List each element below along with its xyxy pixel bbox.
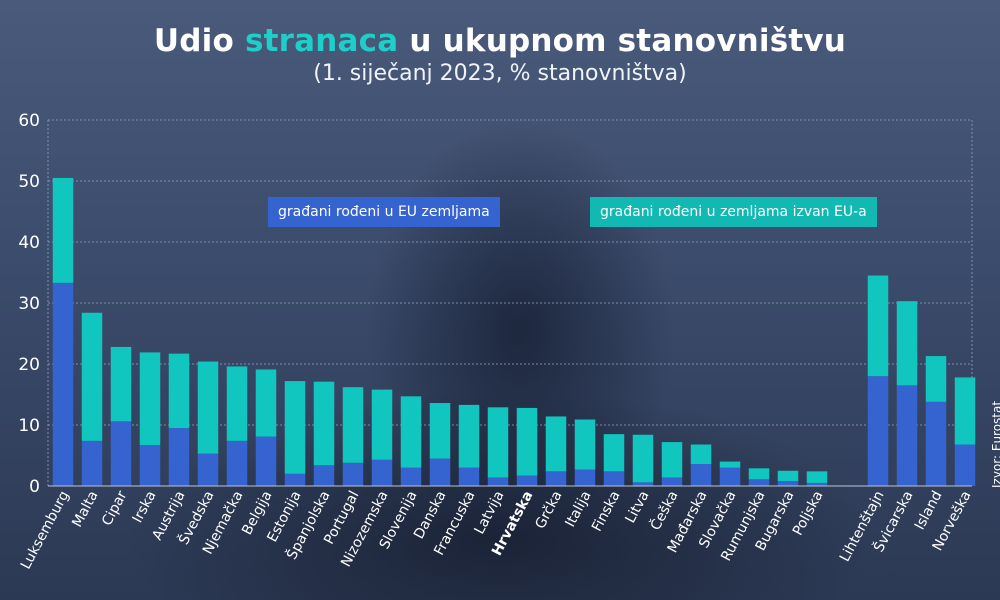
category-label-0: Luksemburg (18, 488, 73, 572)
bar-non-eu-0 (52, 177, 74, 283)
bar-non-eu-12 (400, 396, 422, 468)
y-tick-label-20: 20 (18, 355, 40, 375)
bar-eu-19 (603, 471, 625, 486)
bar-non-eu-14 (458, 404, 480, 468)
category-label-17: Grčka (532, 488, 565, 531)
bar-non-eu-8 (284, 381, 306, 474)
bar-eu-16 (516, 475, 538, 486)
y-tick-label-10: 10 (18, 416, 40, 436)
bar-non-eu-30 (954, 377, 976, 445)
bar-non-eu-7 (255, 369, 277, 437)
bar-eu-15 (487, 477, 509, 486)
bar-non-eu-11 (371, 389, 393, 460)
bar-non-eu-29 (925, 356, 947, 402)
bar-non-eu-23 (719, 461, 741, 468)
category-label-2: Cipar (99, 488, 131, 528)
bar-non-eu-2 (110, 346, 132, 422)
bar-eu-28 (896, 385, 918, 486)
bar-eu-0 (52, 282, 74, 486)
bar-eu-22 (690, 464, 712, 486)
bar-non-eu-26 (806, 471, 828, 483)
bar-non-eu-3 (139, 352, 161, 446)
bar-non-eu-25 (777, 470, 799, 482)
bar-non-eu-10 (342, 387, 364, 463)
y-tick-label-0: 0 (29, 477, 40, 497)
chart-title: Udio stranaca u ukupnom stanovništvu (0, 22, 1000, 60)
bar-non-eu-6 (226, 366, 248, 441)
bar-eu-2 (110, 421, 132, 486)
bar-non-eu-1 (81, 312, 103, 441)
bar-eu-24 (748, 479, 770, 486)
bar-non-eu-17 (545, 416, 567, 472)
bar-eu-7 (255, 436, 277, 486)
bar-eu-12 (400, 467, 422, 486)
bar-non-eu-18 (574, 419, 596, 470)
bar-eu-21 (661, 477, 683, 486)
y-tick-label-60: 60 (18, 111, 40, 131)
category-label-20: Litva (622, 488, 652, 526)
y-tick-label-50: 50 (18, 172, 40, 192)
bar-eu-30 (954, 444, 976, 486)
bar-non-eu-21 (661, 442, 683, 478)
bar-non-eu-5 (197, 361, 219, 454)
legend-eu-born: građani rođeni u EU zemljama (268, 197, 500, 227)
bar-eu-1 (81, 440, 103, 486)
bar-eu-14 (458, 467, 480, 486)
source-note: Izvor: Eurostat (990, 400, 1000, 488)
chart-subtitle: (1. siječanj 2023, % stanovništva) (313, 61, 687, 86)
bar-non-eu-16 (516, 407, 538, 476)
bar-eu-3 (139, 445, 161, 486)
bar-eu-13 (429, 458, 451, 486)
chart-title-accent: stranaca (245, 23, 399, 59)
bar-non-eu-9 (313, 381, 335, 466)
bar-non-eu-24 (748, 468, 770, 480)
bar-eu-18 (574, 469, 596, 486)
bar-non-eu-28 (896, 301, 918, 386)
bar-non-eu-4 (168, 353, 190, 429)
bar-non-eu-19 (603, 434, 625, 472)
bar-eu-9 (313, 465, 335, 486)
bar-eu-20 (632, 482, 654, 486)
bar-eu-25 (777, 481, 799, 486)
bar-eu-27 (867, 376, 889, 486)
bar-eu-17 (545, 471, 567, 486)
bar-eu-6 (226, 440, 248, 486)
title-block: Udio stranaca u ukupnom stanovništvu (1.… (0, 22, 1000, 88)
bar-eu-23 (719, 467, 741, 486)
y-tick-label-30: 30 (18, 294, 40, 314)
bar-eu-29 (925, 401, 947, 486)
bar-eu-26 (806, 482, 828, 486)
legend-non-eu-born: građani rođeni u zemljama izvan EU-a (590, 197, 877, 227)
bar-non-eu-27 (867, 275, 889, 377)
chart-title-part1: Udio (153, 23, 246, 59)
category-label-3: Irska (130, 488, 160, 525)
category-label-1: Malta (69, 488, 101, 530)
bar-eu-11 (371, 459, 393, 486)
chart-title-part2: u ukupnom stanovništvu (398, 23, 847, 59)
bar-eu-8 (284, 473, 306, 486)
category-label-19: Finska (589, 488, 624, 534)
y-tick-label-40: 40 (18, 233, 40, 253)
bar-eu-5 (197, 453, 219, 486)
bar-eu-10 (342, 462, 364, 486)
bar-non-eu-15 (487, 407, 509, 478)
bar-eu-4 (168, 428, 190, 486)
bar-non-eu-22 (690, 444, 712, 465)
bar-non-eu-20 (632, 434, 654, 483)
bar-non-eu-13 (429, 403, 451, 459)
